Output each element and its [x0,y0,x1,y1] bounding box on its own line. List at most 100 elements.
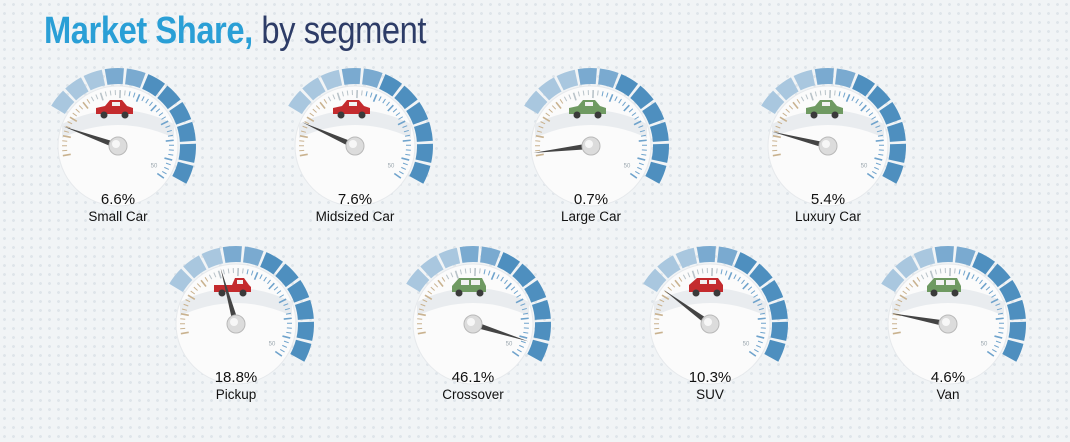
gauge-tick [535,153,544,157]
gauge-tick [638,125,644,128]
gauge-tick [141,96,145,102]
gauge-tick [838,91,841,97]
gauge-midsized-car: 50 7.6%Midsized Car [288,67,433,224]
gauge-tick [181,308,188,311]
gauge-tick [757,303,763,306]
gauge-scale-label: 50 [981,342,988,348]
gauge-tick [897,299,903,303]
gauge-tick [842,92,846,98]
gauge-tick [860,104,867,112]
gauge-tick [670,283,676,288]
gauge-value: 4.6% [931,369,965,386]
gauge-tick [892,331,901,335]
gauge-tick [994,344,1000,348]
gauge-tick [934,269,937,275]
gauge-band-segment [761,90,785,114]
gauge-tick [204,277,209,282]
gauge-tick [633,120,642,126]
gauge-tick [99,92,104,101]
gauge-tick [538,125,544,129]
gauge-tick [445,274,450,280]
gauge-band-segment [178,143,196,163]
gauge-band-segment [294,299,314,320]
gauge-tick [164,157,173,161]
gauge-band-segment [972,252,996,275]
gauge-band-segment [142,74,166,97]
gauge-tick [871,116,877,120]
gauge-scale-label: 50 [624,164,631,170]
gauge-band-segment [717,246,738,267]
gauge-tick [716,268,718,274]
gauge-tick [286,331,292,334]
gauge-tick [180,313,189,317]
gauge-tick [150,104,157,112]
gauge-tick [300,130,307,133]
gauge-tick [696,269,699,275]
gauge-value: 6.6% [101,191,135,208]
gauge-band-segment [420,255,444,279]
gauge-needle [302,122,357,149]
gauge-tick [555,101,562,110]
gauge-tick [67,121,73,125]
gauge-tick [733,274,737,280]
gauge-tick [779,116,788,123]
gauge-band-segment [852,74,876,97]
gauge-band-segment [438,247,461,269]
gauge-tick [893,308,900,311]
gauge-tick [424,294,433,301]
gauge-tick [634,116,640,120]
gauge-tick [161,116,167,120]
gauge-band-segment [362,68,383,89]
gauge-tick [563,96,568,102]
gauge-band-segment [882,161,904,184]
gauge-tick [124,90,126,96]
gauge-tick [654,313,663,317]
gauge-tick [401,157,410,161]
gauge-tick [516,294,522,298]
gauge-tick [535,135,544,139]
gauge-band-segment [201,247,224,269]
gauge-scale-label: 50 [861,164,868,170]
gauge-band-segment [934,246,954,263]
gauge-tick [618,98,622,104]
gauge-tick [378,96,382,102]
gauge-tick [682,274,687,280]
gauge-tick [971,274,975,280]
gauge-tick [132,92,136,98]
gauge-band-segment [288,90,312,114]
gauge-tick [701,268,704,274]
gauge-band-segment [83,69,106,91]
gauge-tick [158,112,164,117]
gauge-tick [165,139,174,142]
gauge-tick [190,290,196,295]
gauge-tick [638,139,647,142]
gauge-label: Pickup [216,387,257,402]
gauge-tick [519,335,528,339]
gauge-needle [63,126,120,149]
gauge-band-segment [341,67,361,85]
gauge-tick [954,268,956,274]
gauge-band-segment [320,69,343,91]
gauge-tick [450,272,454,278]
gauge-tick [991,348,997,353]
gauge-tick [283,317,292,320]
gauge-hub-shine [822,140,830,148]
gauge-tick [965,272,971,281]
gauge-band-segment [657,255,681,279]
gauge-tick [135,94,141,103]
gauge-tick [614,96,618,102]
gauge-highlight [535,110,647,138]
gauge-tick [404,134,411,137]
red-pickup-icon [214,278,251,297]
gauge-tick [540,121,546,125]
gauge-tick [250,270,254,276]
gauge-tick [851,96,855,102]
gauge-tick [895,303,901,307]
gauge-tick [69,116,78,123]
gauge-tick [511,350,520,357]
gauge-tick [986,350,995,357]
gauge-tick [759,312,766,315]
gauge-tick [62,153,71,157]
gauge-tick [545,112,551,117]
gauge-tick [309,112,315,117]
